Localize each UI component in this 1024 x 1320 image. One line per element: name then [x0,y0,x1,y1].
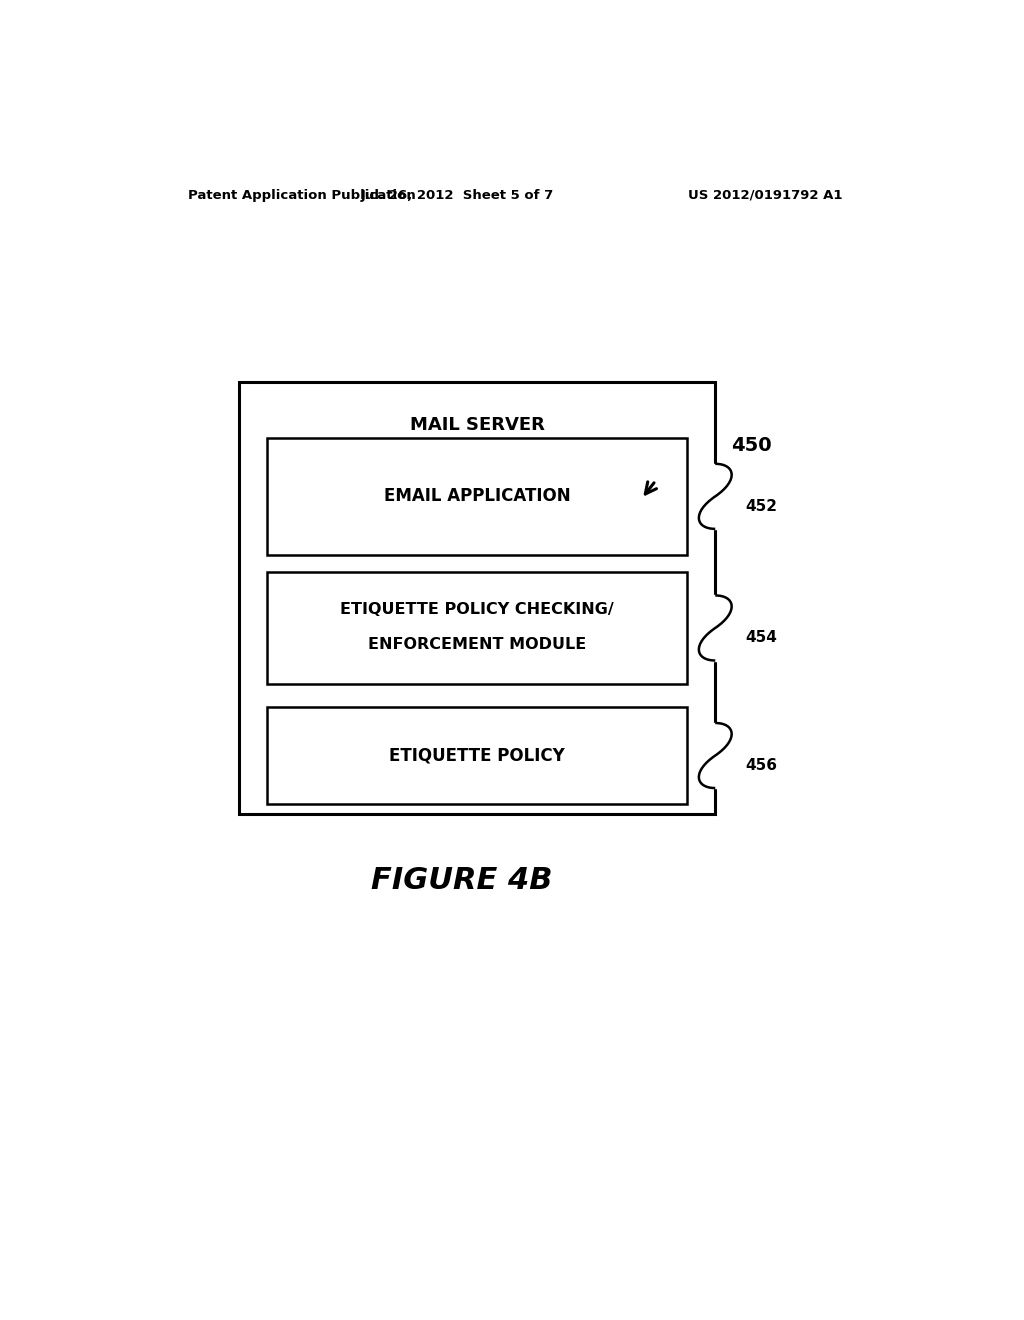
Text: 456: 456 [745,758,777,772]
Text: ETIQUETTE POLICY CHECKING/: ETIQUETTE POLICY CHECKING/ [340,602,614,618]
FancyBboxPatch shape [267,708,687,804]
Text: MAIL SERVER: MAIL SERVER [410,416,545,434]
Text: 450: 450 [731,436,772,454]
Text: 454: 454 [745,630,777,645]
Bar [712,723,719,788]
Text: FIGURE 4B: FIGURE 4B [371,866,552,895]
FancyBboxPatch shape [267,572,687,684]
Bar [712,463,719,529]
Text: 452: 452 [745,499,777,513]
Text: ENFORCEMENT MODULE: ENFORCEMENT MODULE [368,636,587,652]
Text: EMAIL APPLICATION: EMAIL APPLICATION [384,487,570,506]
Text: Jul. 26, 2012  Sheet 5 of 7: Jul. 26, 2012 Sheet 5 of 7 [360,189,554,202]
Text: ETIQUETTE POLICY: ETIQUETTE POLICY [389,747,565,764]
Text: US 2012/0191792 A1: US 2012/0191792 A1 [688,189,842,202]
Bar [712,595,719,660]
FancyBboxPatch shape [240,381,715,814]
FancyBboxPatch shape [267,438,687,554]
Text: Patent Application Publication: Patent Application Publication [187,189,416,202]
